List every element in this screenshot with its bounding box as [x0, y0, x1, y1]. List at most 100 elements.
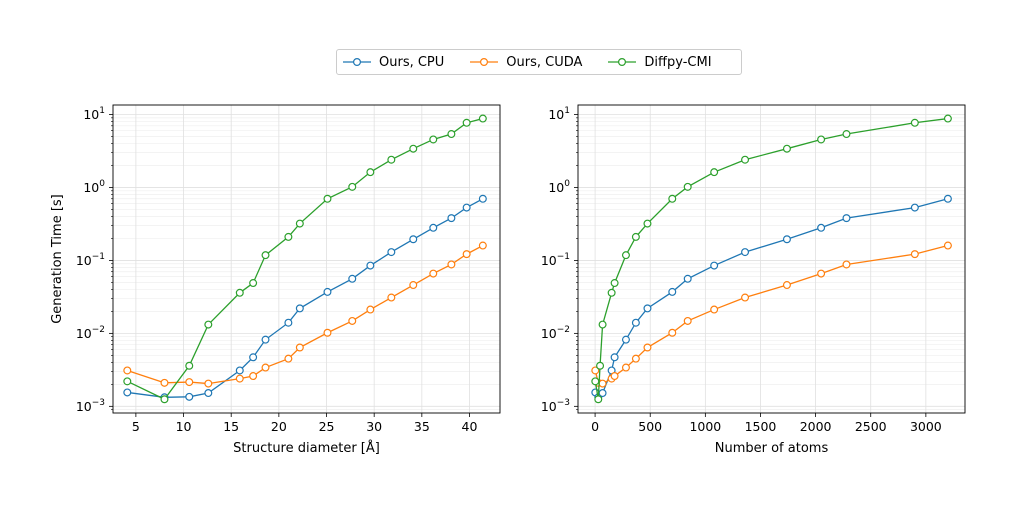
data-point	[741, 293, 750, 302]
data-point	[621, 335, 630, 344]
x-axis: 5 10 15 20 25 30 35 40	[132, 413, 478, 434]
data-point	[123, 388, 132, 397]
y-tick-exponent: −3	[92, 398, 105, 408]
legend-marker-cuda	[470, 57, 499, 67]
data-point	[643, 219, 652, 228]
x-tick-label: 5	[132, 419, 140, 434]
axes-frame	[112, 104, 501, 414]
data-point	[348, 274, 357, 283]
data-point	[462, 203, 471, 212]
data-point	[842, 130, 851, 139]
y-tick-exponent: 0	[564, 179, 570, 189]
data-point	[429, 135, 438, 144]
data-point	[462, 118, 471, 127]
data-point	[366, 261, 375, 270]
legend-marker-diffpy	[608, 57, 637, 67]
legend-label-cpu: Ours, CPU	[379, 54, 445, 70]
data-point	[668, 328, 677, 337]
axes-frame	[577, 104, 966, 414]
data-point	[943, 114, 952, 123]
x-tick-label: 2000	[800, 419, 832, 434]
data-point	[295, 219, 304, 228]
data-point	[284, 354, 293, 363]
data-point	[631, 232, 640, 241]
data-point	[943, 194, 952, 203]
series-ours-cuda	[123, 241, 487, 388]
x-tick-label: 2500	[855, 419, 887, 434]
data-point	[607, 288, 616, 297]
data-point	[710, 305, 719, 314]
data-point	[478, 194, 487, 203]
data-point	[910, 118, 919, 127]
data-point	[631, 354, 640, 363]
x-axis-label: Number of atoms	[715, 441, 829, 456]
data-point	[817, 135, 826, 144]
y-tick-exponent: 1	[564, 106, 570, 116]
x-tick-label: 20	[271, 419, 287, 434]
data-point	[591, 377, 600, 386]
y-tick-exponent: 0	[99, 179, 105, 189]
data-point	[160, 395, 169, 404]
data-point	[621, 251, 630, 260]
data-point	[123, 377, 132, 386]
data-point	[910, 203, 919, 212]
y-tick-exponent: −2	[92, 325, 105, 335]
data-point	[910, 250, 919, 259]
data-point	[842, 214, 851, 223]
data-point	[235, 366, 244, 375]
data-point	[683, 316, 692, 325]
data-point	[261, 363, 270, 372]
x-tick-label: 40	[462, 419, 478, 434]
data-point	[429, 269, 438, 278]
legend-label-diffpy: Diffpy-CMI	[644, 54, 712, 70]
series-diffpy-cmi	[123, 114, 487, 404]
series-ours-cuda	[591, 241, 952, 388]
data-point	[249, 372, 258, 381]
data-point	[348, 182, 357, 191]
y-tick-exponent: −1	[92, 252, 105, 262]
series-line	[594, 117, 948, 400]
data-point	[710, 168, 719, 177]
data-point	[261, 335, 270, 344]
data-point	[409, 281, 418, 290]
x-tick-label: 1500	[745, 419, 777, 434]
data-point	[591, 366, 600, 375]
data-point	[348, 316, 357, 325]
data-point	[429, 223, 438, 232]
y-axis-label: Generation Time [s]	[50, 194, 65, 324]
data-point	[643, 304, 652, 313]
data-point	[387, 155, 396, 164]
data-point	[366, 305, 375, 314]
data-point	[741, 155, 750, 164]
data-point	[387, 293, 396, 302]
series-diffpy-cmi	[591, 114, 952, 404]
grid	[113, 105, 500, 413]
data-point	[610, 279, 619, 288]
data-point	[366, 168, 375, 177]
x-axis-label: Structure diameter [Å]	[233, 440, 380, 456]
data-point	[249, 353, 258, 362]
x-tick-label: 25	[319, 419, 335, 434]
data-point	[447, 214, 456, 223]
data-point	[185, 392, 194, 401]
data-point	[323, 328, 332, 337]
x-axis: 0 500 1000 1500 2000 2500 3000	[591, 413, 942, 434]
data-point	[668, 287, 677, 296]
x-tick-label: 3000	[910, 419, 942, 434]
legend-entry-cpu: Ours, CPU	[343, 55, 444, 70]
data-point	[683, 274, 692, 283]
data-point	[323, 194, 332, 203]
legend: Ours, CPU Ours, CUDA Diffpy-CMI	[336, 49, 742, 75]
x-tick-label: 1000	[689, 419, 721, 434]
data-point	[204, 379, 213, 388]
data-point	[683, 182, 692, 191]
data-point	[598, 320, 607, 329]
data-point	[817, 223, 826, 232]
data-point	[842, 260, 851, 269]
x-tick-label: 30	[366, 419, 382, 434]
data-point	[598, 379, 607, 388]
legend-label-cuda: Ours, CUDA	[506, 54, 583, 70]
